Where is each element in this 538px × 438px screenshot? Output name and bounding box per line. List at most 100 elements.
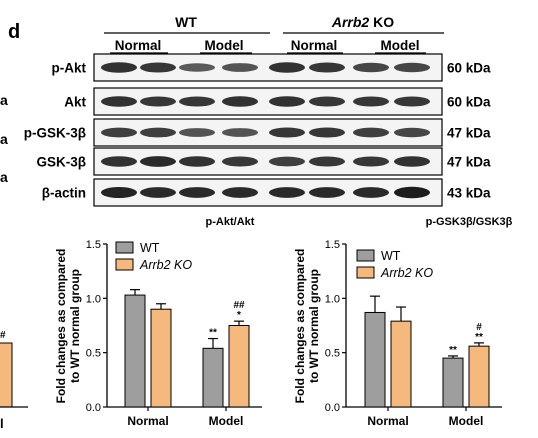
panel-letter: d [8,21,20,43]
blot-band [353,156,389,167]
y-tick-label: 1.0 [325,293,340,305]
blot-band [309,156,345,167]
cut-letter: a [0,131,8,147]
x-tick-label: Normal [367,414,408,428]
cut-annotation: # [0,330,6,341]
bar [442,357,464,408]
blot-band [353,62,389,73]
significance-label: ## * [233,300,245,321]
blot-band [269,187,305,198]
chart-title: p-Akt/Akt [206,216,255,228]
y-axis-label: to WT normal group [307,269,321,383]
y-tick-label: 0.5 [86,348,101,360]
blot-size: 47 kDa [447,126,491,141]
y-tick-label: 0.0 [86,402,101,414]
y-tick-label: 1.5 [86,239,101,251]
blot-band [222,96,258,107]
blot-band [269,156,305,167]
blot-band [309,187,345,198]
condition-label: Model [381,38,420,53]
bar [364,311,386,408]
significance-label: ** [209,328,217,339]
chart-p-gsk3b-gsk3b: p-GSK3β/GSK3β Fold changes as compared to … [293,216,513,428]
group-label-arrb2-gene: Arrb2 [331,14,370,30]
significance-line: * [237,310,241,321]
group-label-arrb2-ko: Arrb2 KO [331,14,394,30]
y-tick-label: 1.0 [86,293,101,305]
left-cut-panel: a a a # l [0,92,28,431]
blot-size: 47 kDa [447,155,491,170]
significance-line: ** [475,332,483,343]
blot-band [101,186,137,199]
blot-band [179,96,215,107]
bar [124,294,146,408]
legend-swatch [356,249,375,262]
significance-line: ** [449,345,457,356]
y-axis-label: Fold changes as compared [54,249,68,404]
y-tick-label: 0.0 [325,402,340,414]
blot-band [101,156,137,167]
x-tick-label: Model [449,414,484,428]
blot-band [179,187,215,198]
blot-band [394,127,430,138]
blot-band [101,127,137,138]
bar [228,325,250,408]
chart-title: p-GSK3β/GSK3β [426,216,513,228]
blot-band [101,62,137,73]
blot-band [394,62,430,73]
blot-band [140,156,176,167]
blot-name: p-Akt [52,61,87,76]
legend-label: Arrb2 KO [139,258,192,272]
x-tick-label: Normal [127,414,168,428]
condition-label: Normal [115,38,162,53]
chart-p-akt-akt: p-Akt/Akt Fold changes as compared to WT n… [54,216,262,428]
condition-label: Model [205,38,244,53]
blot-band [309,62,345,73]
blot-name: Akt [64,95,86,110]
cut-bar [0,342,13,408]
blot-size: 60 kDa [447,61,491,76]
y-axis-label: Fold changes as compared [293,249,307,404]
y-tick-label: 0.5 [325,348,340,360]
significance-line: ** [209,328,217,339]
y-tick-label: 1.5 [325,239,340,251]
bar [468,345,490,408]
condition-label: Normal [291,38,338,53]
blot-band [140,96,176,107]
significance-line: # [476,322,482,333]
blot-band [179,128,215,137]
legend-label: Arrb2 KO [380,266,433,280]
legend-label: WT [381,249,401,263]
blot-name: β-actin [42,186,86,201]
blot-band [222,63,258,72]
blot-band [269,127,305,138]
group-label-wt: WT [175,14,197,30]
blot-size: 43 kDa [447,186,491,201]
blot-band [353,96,389,107]
blot-band [309,127,345,138]
blot-size: 60 kDa [447,95,491,110]
blot-band [353,127,389,138]
blot-band [394,96,430,107]
blot-band [140,127,176,138]
legend-swatch [115,258,134,271]
blot-band [394,186,430,199]
blot-name: p-GSK-3β [24,126,86,141]
significance-label: ** [449,345,457,356]
legend-swatch [115,241,134,254]
blot-band [353,187,389,198]
bar [150,308,172,408]
blot-band [101,96,137,107]
bar [202,347,224,408]
legend-label: WT [140,241,160,255]
blot-band [179,63,215,72]
blot-band [179,156,215,167]
blot-band [140,187,176,198]
cut-letter: a [0,169,8,185]
blot-band [222,156,258,167]
blot-band [269,96,305,107]
significance-label: # ** [475,322,483,343]
blot-band [309,96,345,107]
blot-band [222,128,258,137]
